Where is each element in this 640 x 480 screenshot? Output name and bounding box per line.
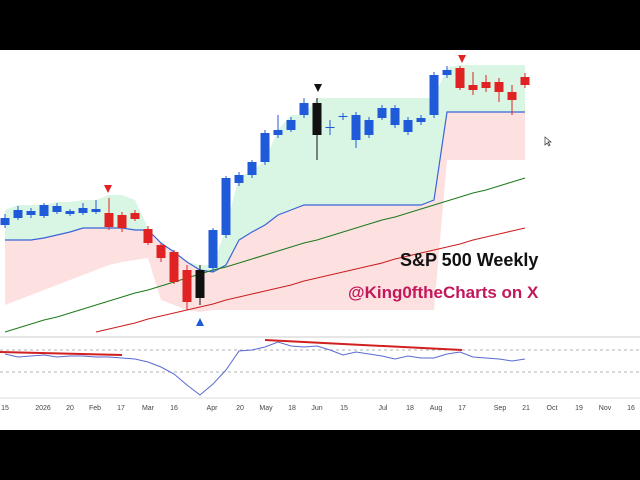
divergence-line	[0, 351, 123, 356]
middle-line	[5, 111, 525, 273]
candle-body	[104, 213, 114, 227]
signal-marker	[314, 84, 322, 92]
x-tick-label: Nov	[599, 405, 612, 412]
moving-average	[4, 177, 526, 333]
candle-body	[494, 82, 504, 92]
divergence-line	[264, 339, 463, 351]
x-tick-label: 20	[236, 405, 244, 412]
candle-body	[234, 175, 244, 183]
x-axis: 15 2026 20 Feb 17 Mar 16 Apr 20 May 18 Jun 15 Jul 18 Au…	[1, 405, 635, 412]
candle-body	[156, 245, 166, 258]
x-tick-label: Jul	[379, 405, 388, 412]
x-tick-label: Sep	[494, 405, 507, 412]
indicator-pane	[4, 341, 526, 396]
cursor	[544, 136, 552, 147]
candle-body	[377, 108, 387, 118]
candle-body	[26, 211, 36, 215]
candle-body	[195, 270, 205, 298]
candle-body	[364, 120, 374, 135]
candle-body	[416, 118, 426, 122]
signal-marker	[458, 55, 466, 63]
candle-body	[429, 75, 439, 115]
candle-body	[260, 133, 270, 162]
candle-body	[442, 70, 452, 75]
candle-body	[286, 120, 296, 130]
candle-body	[312, 103, 322, 135]
candle-body	[0, 218, 10, 225]
x-tick-label: Oct	[547, 405, 558, 412]
candle-body	[468, 85, 478, 90]
x-tick-label: Apr	[207, 405, 219, 412]
x-tick-label: 15	[340, 405, 348, 412]
x-tick-label: 17	[117, 405, 125, 412]
candle-body	[169, 252, 179, 282]
x-tick-label: Aug	[430, 405, 443, 412]
candle-body	[455, 68, 465, 88]
candle-body	[182, 270, 192, 302]
candle-body	[507, 92, 517, 100]
x-tick-label: Mar	[142, 405, 155, 412]
candle-body	[13, 210, 23, 218]
candle-body	[273, 130, 283, 135]
candle-body	[390, 108, 400, 125]
candle-body	[91, 209, 101, 212]
candle-body	[351, 115, 361, 140]
x-tick-label: 18	[288, 405, 296, 412]
x-tick-label: Jun	[311, 405, 322, 412]
candle-body	[403, 120, 413, 132]
candle-body	[130, 213, 140, 219]
candle-body	[65, 211, 75, 214]
x-tick-label: May	[259, 405, 273, 412]
candle-body	[221, 178, 231, 235]
lower-band	[5, 112, 525, 312]
x-tick-label: 15	[1, 405, 9, 412]
x-tick-label: 16	[627, 405, 635, 412]
chart-title: S&P 500 Weekly	[400, 250, 538, 270]
candle-body	[247, 162, 257, 175]
candle-body	[117, 215, 127, 228]
x-tick-label: 16	[170, 405, 178, 412]
candle-body	[299, 103, 309, 115]
lines	[4, 177, 526, 333]
x-tick-label: 2026	[35, 405, 51, 412]
signal-marker	[196, 318, 204, 326]
x-tick-label: 21	[522, 405, 530, 412]
candle-body	[481, 82, 491, 88]
x-tick-label: 19	[575, 405, 583, 412]
signal-marker	[104, 185, 112, 193]
candle-body	[520, 77, 530, 85]
x-tick-label: 17	[458, 405, 466, 412]
candles	[0, 66, 530, 310]
x-tick-label: Feb	[89, 405, 101, 412]
indicator-line	[4, 341, 526, 396]
candle-body	[78, 208, 88, 213]
candle-body	[39, 205, 49, 216]
candle-body	[143, 229, 153, 243]
moving-average	[95, 227, 526, 333]
candle-body	[52, 206, 62, 212]
candle-body	[338, 116, 348, 117]
x-tick-label: 20	[66, 405, 74, 412]
chart-subtitle: @King0ftheCharts on X	[348, 283, 539, 302]
candle-body	[208, 230, 218, 268]
candle-body	[325, 127, 335, 128]
x-tick-label: 18	[406, 405, 414, 412]
